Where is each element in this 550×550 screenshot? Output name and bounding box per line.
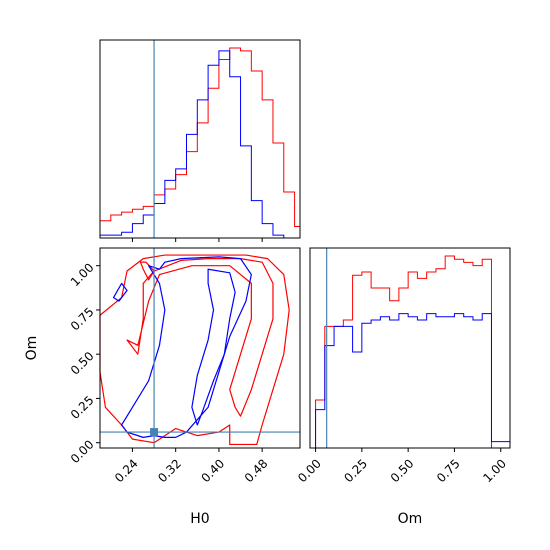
contour-y-tick-label: 0.00 [68,437,97,466]
contour-panel: 0.24 0.32 0.40 0.48 0.00 0.25 0.50 0.75 1.00 H0… [24,247,301,527]
contour-truth-marker [150,428,159,437]
contour-line-series_b [191,268,236,426]
contour-line-series_b [121,256,252,438]
contour-x-tick-label: 0.24 [112,456,141,485]
histogram-om-frame [309,247,511,449]
histogram-h0-frame [99,39,301,239]
histogram-om-x-tick-label: 0.00 [295,456,324,485]
contour-line-series_b [112,282,128,302]
contour-y-tick-label: 0.75 [68,305,97,334]
histogram-om-x-ticks: 0.00 0.25 0.50 0.75 1.00 [295,448,509,485]
contour-y-tick-label: 0.50 [68,349,97,378]
histogram-om-panel: 0.00 0.25 0.50 0.75 1.00 Om [295,247,511,527]
contour-x-tick-label: 0.32 [155,456,184,485]
contour-frame [99,247,301,449]
histogram-om-x-tick-label: 0.50 [388,456,417,485]
contour-x-tick-label: 0.40 [198,456,227,485]
contour-line-series_a [126,258,274,417]
histogram-h0-x-ticks [131,238,263,242]
histogram-om-series-series_a [315,255,510,449]
contour-y-axis-label: Om [24,336,40,361]
contour-x-ticks: 0.24 0.32 0.40 0.48 [112,448,271,485]
histogram-om-series-series_b [315,313,511,448]
contour-series [99,254,290,446]
contour-line-series_a [139,261,155,281]
histogram-h0-series-series_a [99,47,301,238]
histogram-om-series [315,255,511,449]
histogram-om-x-tick-label: 1.00 [480,456,509,485]
contour-line-series_a [99,254,290,446]
histogram-om-x-axis-label: Om [398,511,423,527]
contour-x-tick-label: 0.48 [242,456,271,485]
contour-y-ticks: 0.00 0.25 0.50 0.75 1.00 [68,260,100,466]
contour-x-axis-label: H0 [190,511,209,527]
histogram-om-x-tick-label: 0.75 [434,456,463,485]
histogram-h0-panel [99,39,301,242]
histogram-h0-series [99,47,301,239]
histogram-h0-series-series_b [99,50,300,239]
contour-y-tick-label: 1.00 [68,260,97,289]
histogram-om-x-tick-label: 0.25 [341,456,370,485]
contour-y-tick-label: 0.25 [68,393,97,422]
